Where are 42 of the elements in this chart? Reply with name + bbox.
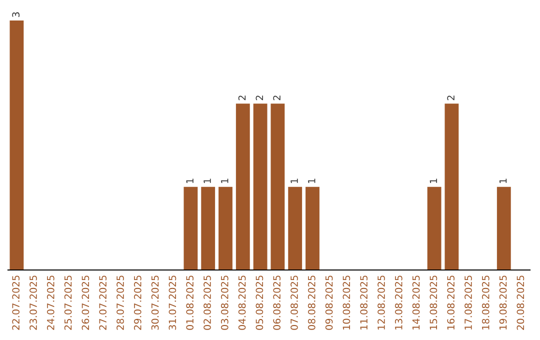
x-tick-label: 05.08.2025 [256, 276, 264, 330]
x-tick-label: 30.07.2025 [151, 276, 159, 330]
x-tick-label: 08.08.2025 [308, 276, 316, 330]
x-tick-label: 24.07.2025 [46, 276, 54, 330]
x-tick-label: 06.08.2025 [273, 276, 281, 330]
x-tick-label: 10.08.2025 [342, 276, 350, 330]
x-tick-label: 25.07.2025 [64, 276, 72, 330]
x-tick-label: 19.08.2025 [499, 276, 507, 330]
x-tick-label: 27.07.2025 [99, 276, 107, 330]
x-tick-label: 17.08.2025 [464, 276, 472, 330]
x-tick-label: 11.08.2025 [360, 276, 368, 330]
x-tick-label: 01.08.2025 [186, 276, 194, 330]
x-tick-label: 03.08.2025 [220, 276, 228, 330]
x-tick-label: 04.08.2025 [238, 276, 246, 330]
data-label: 3 [12, 12, 20, 17]
x-tick-label: 13.08.2025 [394, 276, 402, 330]
x-tick-label: 12.08.2025 [378, 276, 385, 330]
x-tick-label: 26.07.2025 [82, 276, 90, 330]
data-label: 1 [290, 178, 298, 183]
x-tick-label: 07.08.2025 [290, 276, 298, 330]
x-tick-label: 29.07.2025 [134, 276, 142, 330]
x-tick-label: 28.07.2025 [116, 276, 124, 330]
data-label: 2 [447, 96, 454, 100]
data-label: 1 [499, 178, 507, 183]
data-label: 1 [186, 178, 194, 183]
data-label: 2 [238, 96, 246, 100]
x-tick-label: 20.08.2025 [516, 276, 524, 330]
x-tick-label: 22.07.2025 [12, 276, 20, 330]
data-label: 1 [204, 178, 211, 183]
x-tick-label: 18.08.2025 [482, 276, 490, 330]
data-label: 1 [308, 178, 316, 183]
x-tick-label: 14.08.2025 [412, 276, 420, 330]
x-tick-label: 16.08.2025 [447, 276, 455, 330]
data-label: 1 [430, 178, 437, 183]
data-label: 1 [221, 178, 228, 183]
x-tick-label: 02.08.2025 [204, 276, 211, 330]
data-label: 2 [273, 96, 280, 100]
x-tick-label: 15.08.2025 [430, 276, 438, 330]
x-tick-label: 23.07.2025 [30, 276, 37, 330]
x-tick-label: 09.08.2025 [325, 276, 333, 330]
data-label: 2 [256, 96, 263, 100]
x-tick-label: 31.07.2025 [168, 276, 176, 330]
